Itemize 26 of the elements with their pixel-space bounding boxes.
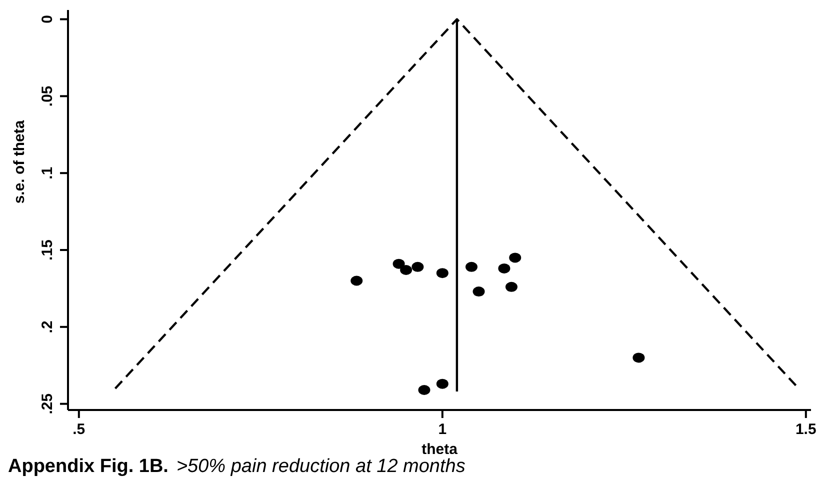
x-tick-label: 1.5 — [795, 421, 816, 438]
point — [498, 263, 510, 274]
point — [505, 282, 518, 292]
y-tick-label: .2 — [39, 320, 56, 334]
y-tick-label: .05 — [39, 86, 56, 107]
point — [418, 385, 430, 395]
point — [436, 268, 448, 278]
y-tick-label: 0 — [39, 15, 56, 24]
point — [509, 252, 522, 263]
y-tick-label: .1 — [39, 166, 56, 180]
point — [350, 276, 363, 286]
point — [632, 352, 645, 363]
x-axis-title: theta — [422, 441, 458, 458]
point — [400, 265, 412, 275]
point — [412, 262, 424, 272]
x-tick-label: .5 — [72, 421, 86, 438]
point — [436, 378, 448, 389]
y-axis-title: s.e. of theta — [11, 120, 28, 204]
point — [472, 286, 485, 297]
y-tick-label: .25 — [39, 393, 56, 414]
x-tick-label: 1 — [438, 421, 447, 438]
point — [465, 262, 478, 272]
text: >50% pain reduction at 12 months — [176, 456, 466, 477]
point — [392, 258, 405, 269]
text: Appendix Fig. 1B. — [8, 456, 168, 477]
y-tick-label: .15 — [39, 240, 56, 260]
